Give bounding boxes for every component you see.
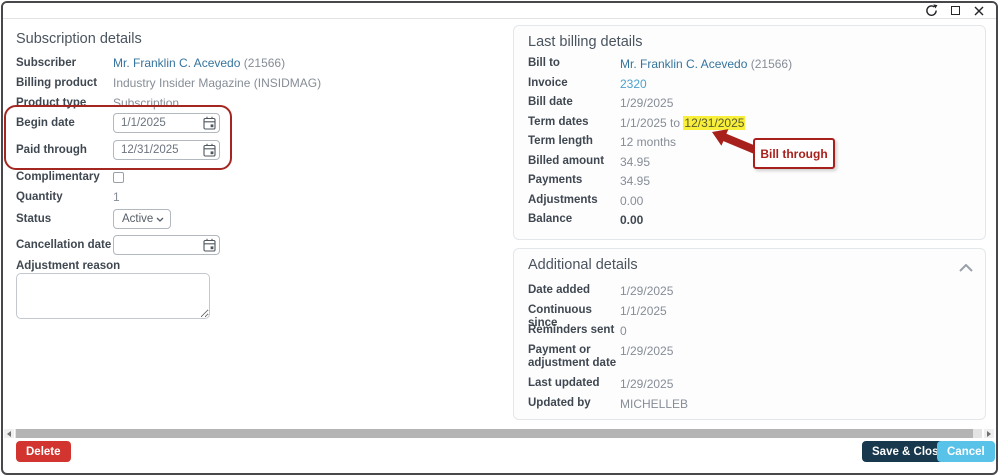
continuous-since-value: 1/1/2025 [620,304,667,318]
delete-button[interactable]: Delete [16,441,71,462]
horizontal-scrollbar [3,429,996,438]
collapse-chevron-icon[interactable] [959,259,973,277]
product-type-label: Product type [16,97,87,109]
reminders-sent-label: Reminders sent [528,324,615,336]
adjustment-reason-textarea[interactable] [16,273,210,319]
term-length-value: 12 months [620,135,677,149]
billed-amount-value: 34.95 [620,155,651,169]
maximize-icon[interactable] [948,4,962,17]
reminders-sent-value: 0 [620,324,627,338]
adjustment-reason-label: Adjustment reason [16,260,121,272]
subscriber-id: (21566) [243,56,286,70]
additional-details-card: Additional details Date added 1/29/2025 … [513,248,986,420]
scrollbar-thumb[interactable] [16,429,974,438]
product-type-value: Subscription [113,96,180,110]
cancellation-date-label: Cancellation date [16,239,112,251]
status-value: Active [122,213,154,225]
last-updated-label: Last updated [528,377,600,389]
balance-label: Balance [528,213,573,225]
payments-label: Payments [528,174,583,186]
last-updated-value: 1/29/2025 [620,377,674,391]
bill-date-value: 1/29/2025 [620,96,674,110]
invoice-label: Invoice [528,77,568,89]
titlebar [3,3,996,19]
adjustments-value: 0.00 [620,194,644,208]
scrollbar-track[interactable] [15,429,982,438]
payment-adjustment-date-label: Payment or adjustment date [528,344,617,369]
quantity-label: Quantity [16,191,63,203]
begin-date-label: Begin date [16,117,75,129]
last-billing-heading: Last billing details [528,34,643,50]
status-label: Status [16,213,52,225]
subscription-details-heading: Subscription details [16,31,142,47]
updated-by-value: MICHELLEB [620,397,689,411]
scroll-right-button[interactable] [984,429,994,438]
status-select[interactable]: Active [113,209,171,229]
payments-value: 34.95 [620,174,651,188]
term-dates-prefix: 1/1/2025 to [620,116,684,130]
billing-product-value: Industry Insider Magazine (INSIDMAG) [113,76,322,90]
date-added-value: 1/29/2025 [620,284,674,298]
balance-value: 0.00 [620,213,644,227]
chevron-down-icon [156,217,164,222]
invoice-link[interactable]: 2320 [620,77,647,91]
date-added-label: Date added [528,284,590,296]
save-close-button[interactable]: Save & Close [862,441,955,462]
payment-adjustment-date-value: 1/29/2025 [620,344,674,358]
quantity-value: 1 [113,190,120,204]
close-icon[interactable] [972,4,986,17]
bill-to-id: (21566) [750,57,793,71]
refresh-icon[interactable] [924,4,938,17]
billing-product-label: Billing product [16,77,98,89]
complimentary-checkbox[interactable] [113,171,124,183]
additional-details-heading: Additional details [528,257,638,273]
complimentary-label: Complimentary [16,171,100,183]
scroll-left-button[interactable] [4,429,14,438]
subscriber-label: Subscriber [16,57,77,69]
last-billing-details-card: Last billing details Bill to Mr. Frankli… [513,25,986,240]
paid-through-input[interactable] [113,140,220,160]
bill-to-link[interactable]: Mr. Franklin C. Acevedo [620,57,748,71]
adjustments-label: Adjustments [528,194,598,206]
cancellation-date-input[interactable] [113,235,220,255]
cancel-button[interactable]: Cancel [937,441,995,462]
term-dates-highlight: 12/31/2025 [683,116,746,130]
term-dates-label: Term dates [528,116,589,128]
bill-date-label: Bill date [528,96,573,108]
paid-through-label: Paid through [16,144,87,156]
updated-by-label: Updated by [528,397,591,409]
begin-date-input[interactable] [113,113,220,133]
subscriber-link[interactable]: Mr. Franklin C. Acevedo [113,56,241,70]
scroll-right-icon [987,430,991,437]
scroll-left-icon [7,430,11,437]
bill-to-label: Bill to [528,57,560,69]
term-length-label: Term length [528,135,593,147]
billed-amount-label: Billed amount [528,155,605,167]
continuous-since-label: Continuous since [528,304,592,329]
